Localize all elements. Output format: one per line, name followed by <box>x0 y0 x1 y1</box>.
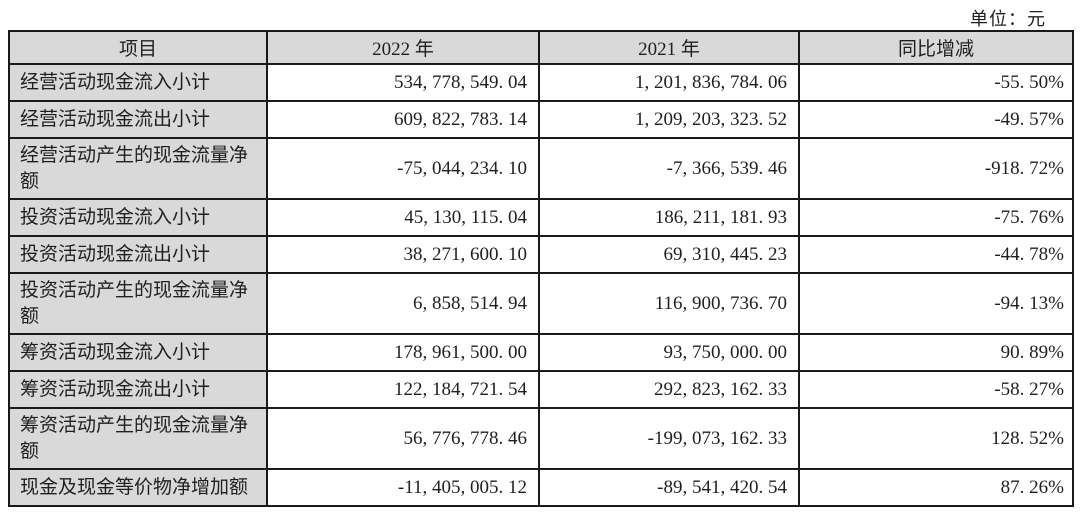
item-cell: 经营活动现金流出小计 <box>8 100 268 139</box>
yoy-cell: 128. 52% <box>798 407 1074 470</box>
yoy-cell: 87. 26% <box>798 468 1074 507</box>
value-2021-cell: 93, 750, 000. 00 <box>538 333 800 372</box>
value-2022-cell: 56, 776, 778. 46 <box>266 407 540 470</box>
yoy-cell: -918. 72% <box>798 137 1074 200</box>
value-2022-cell: 609, 822, 783. 14 <box>266 100 540 139</box>
value-2022-cell: 45, 130, 115. 04 <box>266 198 540 237</box>
item-cell: 筹资活动现金流入小计 <box>8 333 268 372</box>
yoy-cell: -58. 27% <box>798 370 1074 409</box>
table-row: 筹资活动现金流出小计 122, 184, 721. 54 292, 823, 1… <box>8 370 1074 409</box>
value-2021-cell: 1, 209, 203, 323. 52 <box>538 100 800 139</box>
value-2022-cell: -75, 044, 234. 10 <box>266 137 540 200</box>
yoy-cell: -75. 76% <box>798 198 1074 237</box>
table-row: 经营活动现金流入小计 534, 778, 549. 04 1, 201, 836… <box>8 63 1074 102</box>
table-row: 筹资活动产生的现金流量净额 56, 776, 778. 46 -199, 073… <box>8 407 1074 470</box>
value-2021-cell: -7, 366, 539. 46 <box>538 137 800 200</box>
value-2022-cell: 6, 858, 514. 94 <box>266 272 540 335</box>
table-row: 投资活动现金流入小计 45, 130, 115. 04 186, 211, 18… <box>8 198 1074 237</box>
table-row: 投资活动现金流出小计 38, 271, 600. 10 69, 310, 445… <box>8 235 1074 274</box>
column-header-item: 项目 <box>8 30 268 65</box>
value-2021-cell: 1, 201, 836, 784. 06 <box>538 63 800 102</box>
cash-flow-table: 项目 2022 年 2021 年 同比增减 经营活动现金流入小计 534, 77… <box>8 30 1074 507</box>
value-2021-cell: 116, 900, 736. 70 <box>538 272 800 335</box>
column-header-2021: 2021 年 <box>538 30 800 65</box>
yoy-cell: -55. 50% <box>798 63 1074 102</box>
item-cell: 经营活动产生的现金流量净额 <box>8 137 268 200</box>
unit-label: 单位：元 <box>970 9 1046 29</box>
item-cell: 筹资活动产生的现金流量净额 <box>8 407 268 470</box>
value-2021-cell: -89, 541, 420. 54 <box>538 468 800 507</box>
column-header-yoy: 同比增减 <box>798 30 1074 65</box>
item-cell: 经营活动现金流入小计 <box>8 63 268 102</box>
value-2021-cell: 186, 211, 181. 93 <box>538 198 800 237</box>
table-row: 经营活动产生的现金流量净额 -75, 044, 234. 10 -7, 366,… <box>8 137 1074 200</box>
value-2022-cell: 178, 961, 500. 00 <box>266 333 540 372</box>
unit-annotation-row: 单位：元 <box>0 0 1080 30</box>
column-header-2022: 2022 年 <box>266 30 540 65</box>
yoy-cell: -44. 78% <box>798 235 1074 274</box>
value-2022-cell: -11, 405, 005. 12 <box>266 468 540 507</box>
yoy-cell: -49. 57% <box>798 100 1074 139</box>
value-2021-cell: -199, 073, 162. 33 <box>538 407 800 470</box>
yoy-cell: -94. 13% <box>798 272 1074 335</box>
value-2021-cell: 292, 823, 162. 33 <box>538 370 800 409</box>
item-cell: 投资活动现金流入小计 <box>8 198 268 237</box>
item-cell: 投资活动现金流出小计 <box>8 235 268 274</box>
table-row: 经营活动现金流出小计 609, 822, 783. 14 1, 209, 203… <box>8 100 1074 139</box>
value-2022-cell: 122, 184, 721. 54 <box>266 370 540 409</box>
header-row: 项目 2022 年 2021 年 同比增减 <box>8 30 1074 65</box>
table-row: 投资活动产生的现金流量净额 6, 858, 514. 94 116, 900, … <box>8 272 1074 335</box>
item-cell: 筹资活动现金流出小计 <box>8 370 268 409</box>
table-row: 现金及现金等价物净增加额 -11, 405, 005. 12 -89, 541,… <box>8 468 1074 507</box>
value-2022-cell: 534, 778, 549. 04 <box>266 63 540 102</box>
value-2021-cell: 69, 310, 445. 23 <box>538 235 800 274</box>
value-2022-cell: 38, 271, 600. 10 <box>266 235 540 274</box>
yoy-cell: 90. 89% <box>798 333 1074 372</box>
table-row: 筹资活动现金流入小计 178, 961, 500. 00 93, 750, 00… <box>8 333 1074 372</box>
item-cell: 现金及现金等价物净增加额 <box>8 468 268 507</box>
item-cell: 投资活动产生的现金流量净额 <box>8 272 268 335</box>
